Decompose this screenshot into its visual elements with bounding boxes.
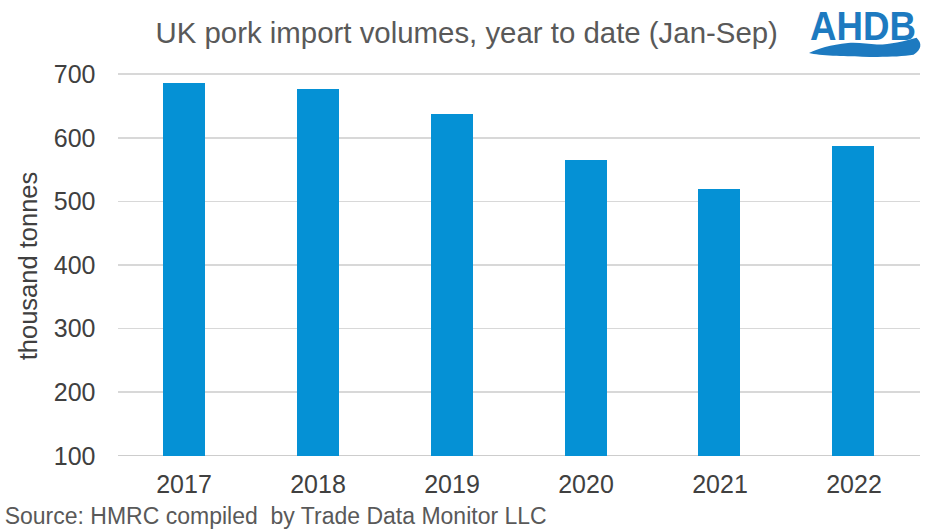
svg-text:AHDB: AHDB bbox=[810, 8, 916, 48]
